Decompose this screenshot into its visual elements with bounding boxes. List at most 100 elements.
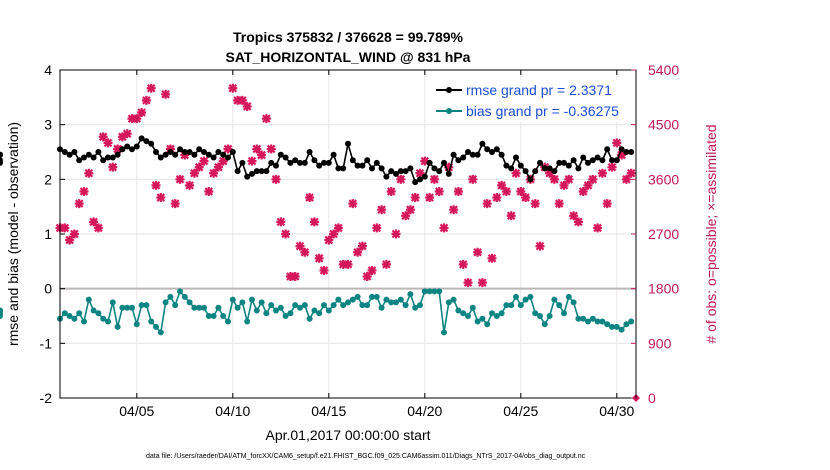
bias-point	[172, 302, 179, 309]
obs-point	[213, 162, 223, 172]
obs-point	[444, 162, 454, 172]
obs-point	[117, 132, 127, 142]
bias-point	[340, 302, 347, 309]
bias-point	[378, 304, 385, 311]
rmse-point	[421, 173, 428, 180]
bias-point	[81, 318, 87, 325]
bias-point	[253, 307, 260, 314]
bias-point	[628, 318, 635, 325]
bias-point	[297, 304, 303, 311]
y-tick-label: 2	[44, 171, 52, 187]
bias-point	[273, 307, 279, 314]
rmse-point	[321, 159, 327, 166]
obs-point	[204, 186, 214, 196]
bias-point	[282, 313, 289, 319]
rmse-point	[532, 168, 539, 175]
legend-rmse-marker	[446, 87, 452, 93]
rmse-point	[378, 165, 385, 172]
rmse-point	[460, 154, 467, 161]
bias-point	[148, 318, 155, 325]
obs-point	[247, 156, 257, 166]
bias-point	[354, 293, 361, 300]
obs-point	[65, 235, 75, 245]
x-tick-label: 04/10	[215, 403, 250, 419]
bias-point	[153, 323, 159, 330]
rmse-point	[561, 159, 567, 166]
bias-point	[412, 304, 419, 311]
obs-point	[391, 229, 401, 239]
bias-point	[469, 304, 476, 311]
rmse-point	[210, 154, 217, 161]
rmse-point	[297, 159, 303, 166]
rmse-point	[268, 159, 275, 166]
bias-point	[465, 313, 471, 319]
bias-point	[71, 315, 78, 322]
rmse-point	[234, 168, 241, 175]
rmse-point	[474, 151, 481, 158]
bias-point	[325, 307, 332, 314]
obs-point	[521, 193, 531, 203]
rmse-point	[580, 154, 587, 161]
rmse-point	[306, 149, 313, 155]
bias-point	[460, 310, 467, 317]
rmse-point	[412, 179, 419, 186]
obs-point	[137, 108, 147, 118]
rmse-point	[345, 140, 351, 147]
bias-point	[565, 293, 572, 300]
rmse-point	[469, 151, 476, 158]
obs-point	[261, 114, 271, 124]
bias-point	[229, 296, 236, 303]
obs-point	[506, 211, 516, 221]
rmse-point	[441, 159, 447, 166]
rmse-point	[364, 157, 371, 164]
obs-point	[228, 83, 238, 93]
data-file-footer: data file: /Users/raeder/DAI/ATM_forcXX/…	[146, 453, 586, 460]
obs-point	[353, 247, 363, 257]
bias-point	[311, 307, 318, 314]
obs-point	[161, 89, 171, 99]
legend-rmse-label: rmse grand pr = 2.3371	[466, 82, 612, 98]
rmse-point	[618, 146, 625, 153]
obs-point	[132, 114, 142, 124]
obs-point	[439, 223, 449, 233]
rmse-point	[229, 149, 236, 155]
bias-point	[100, 315, 107, 322]
rmse-point	[513, 154, 519, 161]
x-tick-label: 04/30	[599, 403, 634, 419]
obs-point	[434, 186, 444, 196]
obs-point	[98, 132, 108, 142]
bias-point	[503, 302, 510, 309]
bias-point	[157, 329, 164, 336]
obs-point	[314, 253, 324, 263]
rmse-point	[522, 168, 529, 175]
rmse-point	[186, 149, 193, 155]
bias-point	[561, 310, 567, 317]
rmse-point	[426, 159, 433, 166]
rmse-point	[90, 154, 97, 161]
obs-point	[396, 174, 406, 184]
bias-point	[407, 291, 414, 298]
bias-point	[177, 288, 183, 295]
rmse-point	[465, 149, 471, 155]
obs-point	[122, 129, 132, 139]
rmse-point	[277, 151, 284, 158]
obs-point	[588, 174, 598, 184]
obs-point	[146, 83, 156, 93]
bias-point	[513, 293, 519, 300]
bias-point	[201, 304, 207, 311]
bias-point	[589, 315, 596, 322]
obs-point	[141, 95, 151, 105]
bias-point	[162, 299, 169, 306]
x-tick-label: 04/15	[311, 403, 346, 419]
x-tick-label: 04/25	[503, 403, 538, 419]
obs-point	[617, 150, 627, 160]
bias-point	[234, 304, 241, 311]
bias-point	[570, 299, 577, 306]
rmse-point	[76, 157, 83, 164]
bias-point	[537, 313, 543, 319]
rmse-point	[148, 140, 155, 147]
y-tick-label: -2	[40, 390, 53, 406]
bias-point	[335, 296, 342, 303]
rmse-point	[575, 165, 582, 172]
